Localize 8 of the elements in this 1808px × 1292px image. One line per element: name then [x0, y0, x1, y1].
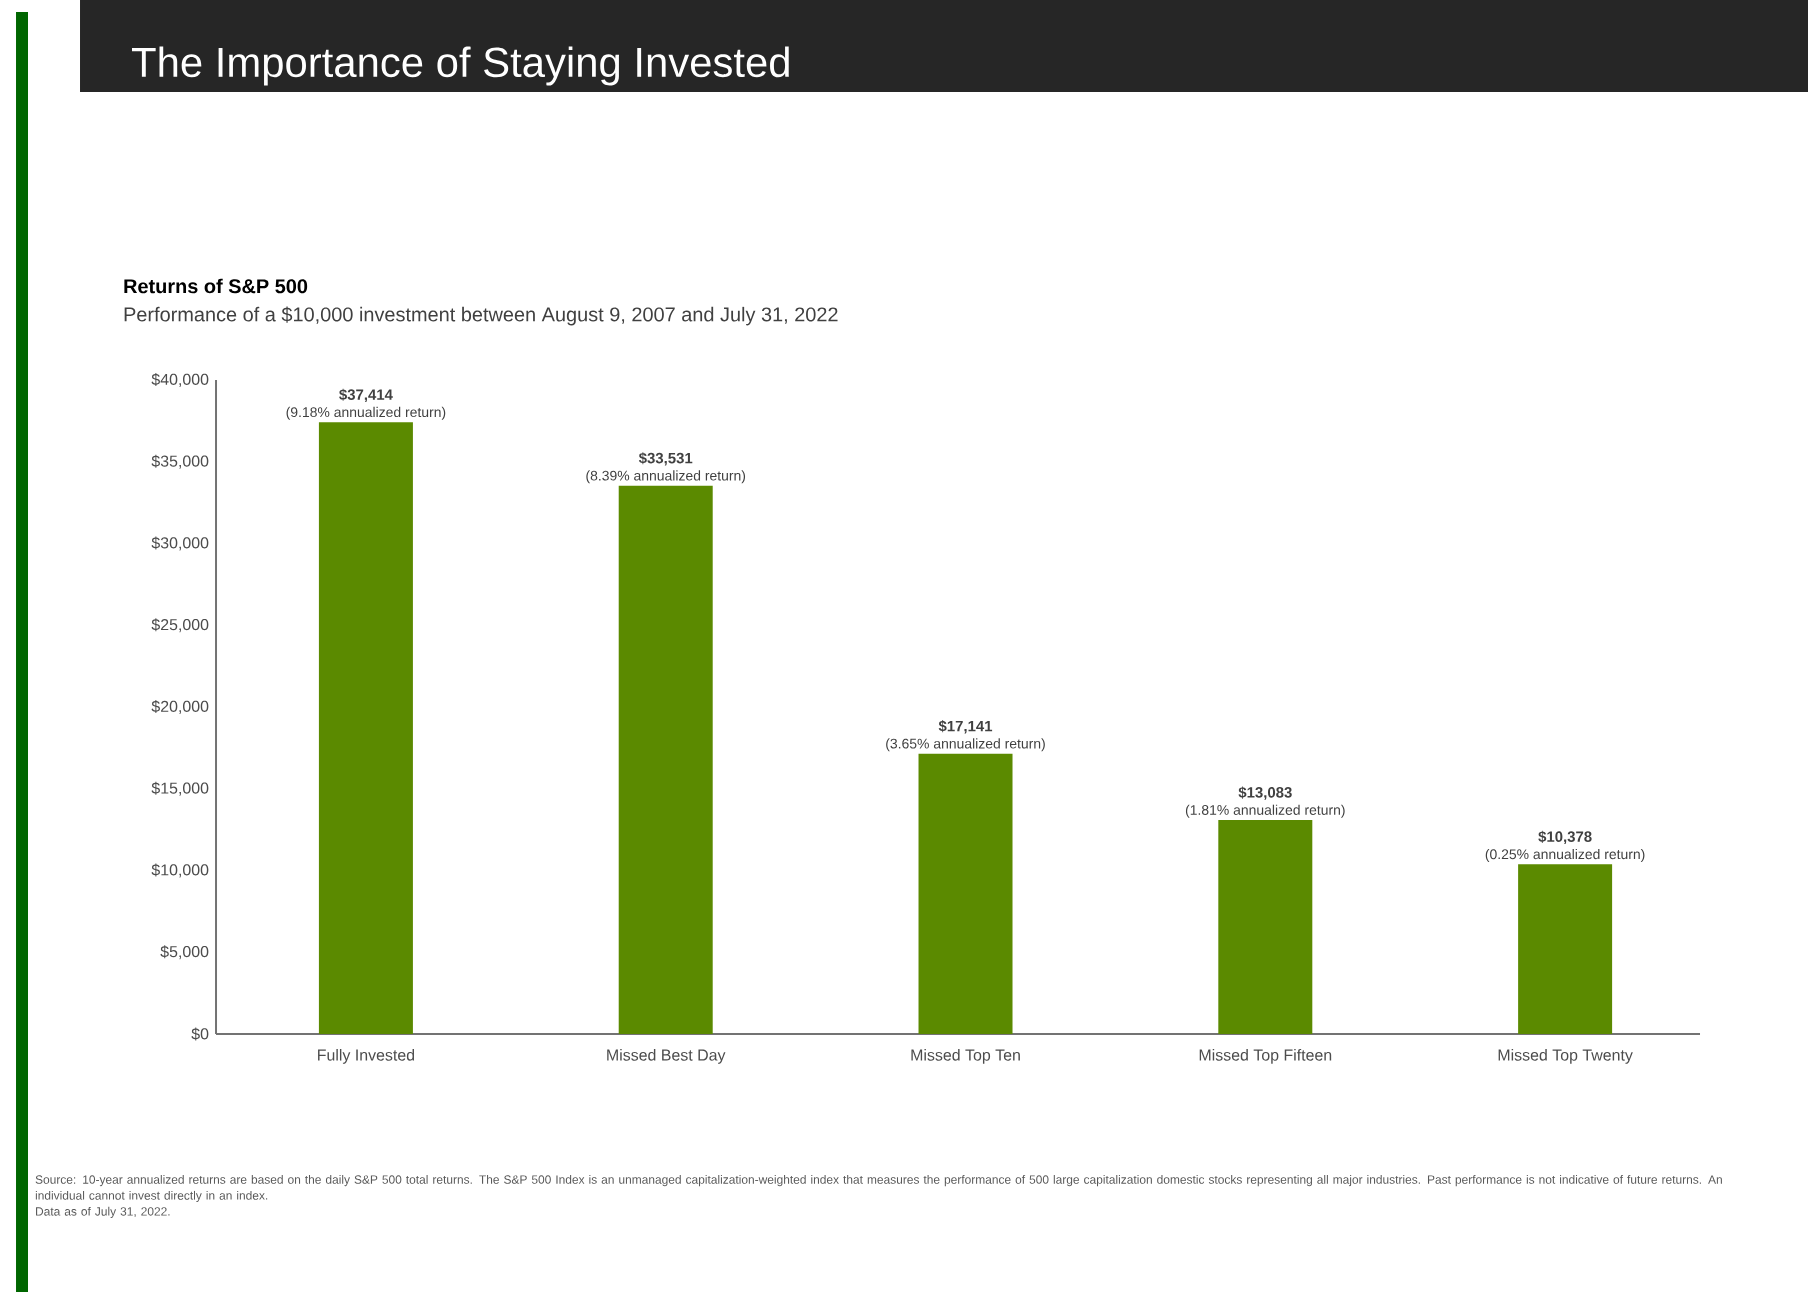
bar	[618, 485, 713, 1034]
chart-title: The Importance of Staying Invested	[131, 46, 789, 86]
text: Performance of a $10,000 investment between August 9, 2007 and July 31, 2022	[124, 306, 838, 326]
chart-subtitle: Returns of S&P 500	[124, 278, 308, 294]
bar	[1218, 820, 1313, 1034]
bar	[1518, 864, 1613, 1034]
bar	[318, 422, 413, 1034]
bar	[918, 753, 1013, 1034]
